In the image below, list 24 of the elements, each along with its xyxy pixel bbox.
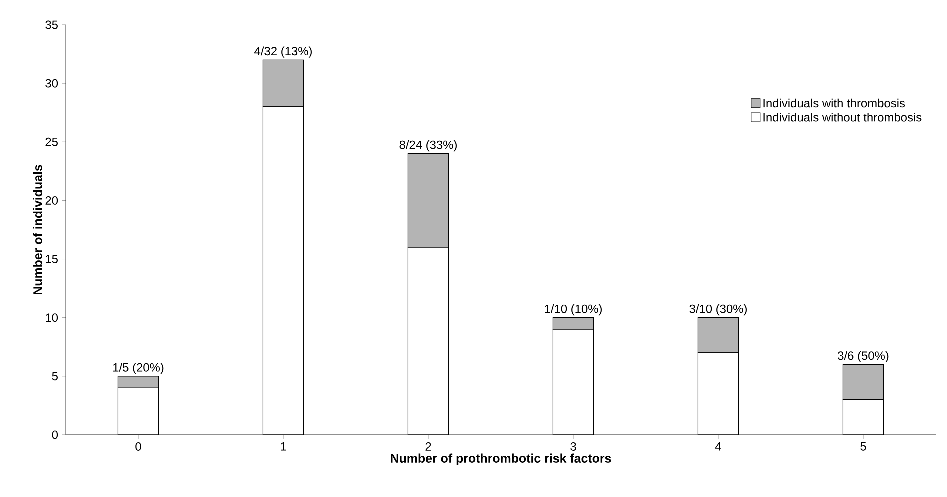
x-tick-label: 0 — [136, 442, 142, 451]
y-tick-label: 5 — [52, 372, 58, 381]
total-label: 8/24 (33%) — [400, 140, 457, 152]
y-tick-label: 0 — [52, 430, 58, 440]
y-tick-label: 35 — [46, 20, 58, 30]
x-tick-label: 2 — [426, 442, 432, 451]
total-label: 1/10 (10%) — [545, 304, 602, 316]
x-tick-label: 4 — [715, 442, 722, 451]
legend-label: Individuals without thrombosis — [764, 113, 922, 122]
y-tick-label: 10 — [46, 314, 58, 322]
x-axis-title: Number of prothrombotic risk factors — [391, 454, 612, 466]
x-tick-label: 1 — [281, 442, 286, 451]
x-tick-label: 5 — [860, 442, 866, 451]
y-tick-label: 25 — [46, 138, 58, 146]
x-tick-label: 3 — [570, 442, 576, 451]
y-axis-title: Number of individuals — [33, 165, 42, 295]
total-label: 1/5 (20%) — [114, 363, 164, 374]
total-label: 4/32 (13%) — [254, 46, 312, 58]
y-tick-label: 20 — [46, 196, 58, 205]
legend-label: Individuals with thrombosis — [764, 98, 906, 108]
y-tick-label: 30 — [46, 79, 58, 88]
y-tick-label: 15 — [46, 255, 58, 264]
total-label: 3/6 (50%) — [838, 351, 889, 362]
total-label: 3/10 (30%) — [690, 304, 747, 316]
